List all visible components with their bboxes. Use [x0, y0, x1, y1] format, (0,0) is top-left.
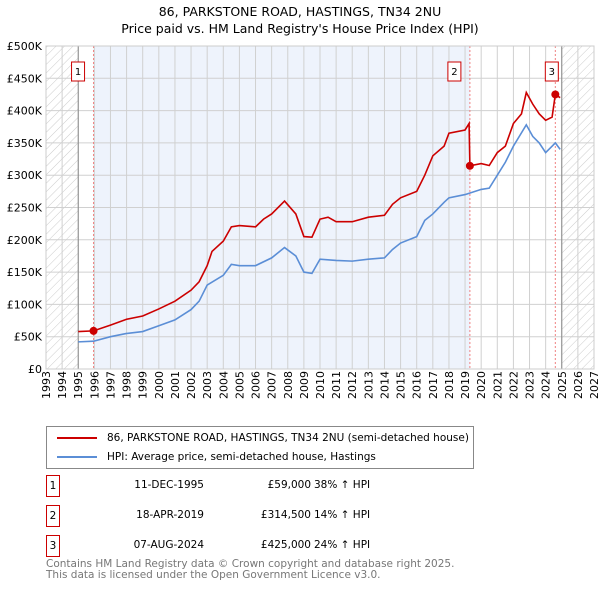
y-tick-label: £200K [7, 234, 43, 247]
y-tick-label: £450K [7, 72, 43, 85]
sale-label-box [71, 61, 86, 82]
x-tick-label: 2019 [459, 371, 472, 399]
sale-point [465, 161, 474, 170]
x-tick-label: 2005 [233, 371, 246, 399]
footer-line1: Contains HM Land Registry data © Crown c… [46, 558, 455, 570]
sale-label-box [447, 61, 462, 82]
x-tick-label: 2026 [572, 371, 585, 399]
price: £59,000 [267, 479, 311, 491]
hpi-line [78, 123, 561, 343]
sale-label-box [544, 61, 559, 82]
x-tick-label: 2018 [443, 371, 456, 399]
hpi-change: 14% ↑ HPI [314, 509, 371, 521]
date: 18-APR-2019 [136, 509, 204, 521]
sale-label: 3 [549, 67, 555, 78]
footer: Contains HM Land Registry data © Crown c… [46, 559, 454, 581]
marker-number: 1 [46, 475, 60, 497]
price: £425,000 [260, 539, 311, 551]
marker-number: 2 [46, 505, 60, 527]
x-tick-label: 1996 [88, 371, 101, 399]
x-tick-label: 2017 [427, 371, 440, 399]
x-tick-label: 1993 [40, 371, 53, 399]
y-tick-label: £300K [7, 169, 43, 182]
x-tick-label: 1994 [56, 371, 69, 399]
x-tick-label: 2013 [362, 371, 375, 399]
y-tick-label: £100K [7, 298, 43, 311]
x-tick-label: 2014 [378, 371, 391, 399]
y-tick-label: £50K [14, 331, 43, 344]
plot-border [45, 45, 595, 370]
chart-subtitle: Price paid vs. HM Land Registry's House … [121, 21, 479, 36]
x-tick-label: 2024 [540, 371, 553, 399]
x-tick-label: 2008 [282, 371, 295, 399]
sale-label: 1 [75, 67, 81, 78]
x-tick-label: 2000 [153, 371, 166, 399]
y-tick-label: £250K [7, 202, 43, 215]
x-tick-label: 2027 [588, 371, 600, 399]
chart-title: 86, PARKSTONE ROAD, HASTINGS, TN34 2NU [158, 4, 442, 19]
x-tick-label: 2006 [250, 371, 263, 399]
price: £314,500 [260, 509, 311, 521]
x-tick-label: 2016 [411, 371, 424, 399]
legend-property: 86, PARKSTONE ROAD, HASTINGS, TN34 2NU (… [107, 432, 469, 444]
y-tick-label: £150K [7, 266, 43, 279]
x-tick-label: 2004 [217, 371, 230, 399]
x-tick-label: 2012 [346, 371, 359, 399]
date: 07-AUG-2024 [133, 539, 204, 551]
hpi-change: 38% ↑ HPI [314, 479, 371, 491]
x-tick-label: 2002 [185, 371, 198, 399]
x-tick-label: 1995 [72, 371, 85, 399]
x-tick-label: 2003 [201, 371, 214, 399]
legend-blue-line [57, 456, 97, 458]
x-tick-label: 2001 [169, 371, 182, 399]
legend: 86, PARKSTONE ROAD, HASTINGS, TN34 2NU (… [46, 426, 474, 469]
x-tick-label: 2023 [524, 371, 537, 399]
legend-hpi: HPI: Average price, semi-detached house,… [107, 451, 376, 463]
y-tick-label: £500K [7, 40, 43, 53]
x-tick-label: 2007 [266, 371, 279, 399]
x-tick-label: 2025 [556, 371, 569, 399]
footer-line2: This data is licensed under the Open Gov… [46, 569, 381, 581]
marker-number: 3 [46, 535, 60, 557]
sale-point [89, 326, 98, 335]
date: 11-DEC-1995 [134, 479, 204, 491]
x-tick-label: 2022 [507, 371, 520, 399]
x-tick-label: 2015 [395, 371, 408, 399]
transaction-row: 2 18-APR-2019 £314,500 14% ↑ HPI [46, 505, 446, 529]
x-tick-label: 2010 [314, 371, 327, 399]
x-tick-label: 2009 [298, 371, 311, 399]
x-tick-label: 1999 [137, 371, 150, 399]
x-tick-label: 1998 [121, 371, 134, 399]
x-tick-label: 2020 [475, 371, 488, 399]
price-chart: 1993 1994 1995 1996 1997 1998 1999 2000 2001 2002… [7, 40, 600, 399]
legend-red-line [57, 437, 97, 439]
y-tick-label: £0 [28, 363, 42, 376]
hpi-change: 24% ↑ HPI [314, 539, 371, 551]
y-tick-label: £400K [7, 105, 43, 118]
transaction-row: 1 11-DEC-1995 £59,000 38% ↑ HPI [46, 475, 446, 499]
x-tick-label: 1997 [104, 371, 117, 399]
sale-label: 2 [451, 67, 457, 78]
transaction-row: 3 07-AUG-2024 £425,000 24% ↑ HPI [46, 535, 446, 559]
x-tick-label: 2011 [330, 371, 343, 399]
property-line [78, 90, 561, 333]
sale-point [551, 90, 560, 99]
y-tick-label: £350K [7, 137, 43, 150]
x-tick-label: 2021 [491, 371, 504, 399]
